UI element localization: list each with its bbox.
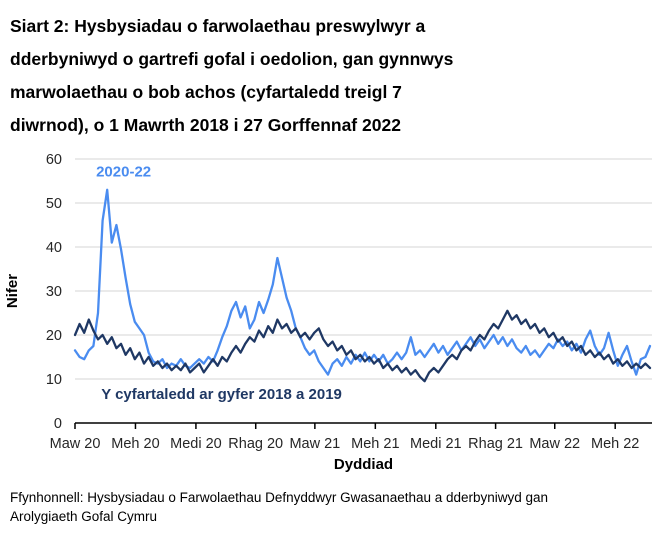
series-line-2020-22 (73, 188, 652, 376)
y-tick-label: 60 (46, 152, 62, 168)
y-tick-label: 30 (46, 284, 62, 300)
chart-title: Siart 2: Hysbysiadau o farwolaethau pres… (0, 0, 670, 142)
y-tick-label: 50 (46, 196, 62, 212)
y-tick-label: 20 (46, 328, 62, 344)
x-tick-label: Meh 20 (111, 436, 159, 452)
chart-canvas: 0 10 20 30 40 50 60 Maw 20 Meh 20 Medi 20 Rhag 20 M… (0, 147, 670, 484)
y-tick-label: 40 (46, 240, 62, 256)
chart-svg: 0 10 20 30 40 50 60 Maw 20 Meh 20 Medi 20 Rhag 20 M… (4, 152, 652, 473)
y-axis-title: Nifer (4, 274, 21, 308)
x-tick-label: Rhag 21 (468, 436, 523, 452)
chart-title-line-2: dderbyniwyd o gartrefi gofal i oedolion,… (10, 49, 454, 69)
x-tick-label: Maw 20 (50, 436, 101, 452)
series-label-avg-2018-2019: Y cyfartaledd ar gyfer 2018 a 2019 (101, 386, 342, 403)
source-note-line-2: Arolygiaeth Gofal Cymru (10, 509, 158, 524)
y-tick-label: 0 (54, 416, 62, 432)
chart-title-line-1: Siart 2: Hysbysiadau o farwolaethau pres… (10, 16, 426, 36)
x-tick-label: Meh 21 (351, 436, 399, 452)
x-tick-label: Maw 21 (289, 436, 340, 452)
x-tick-label: Maw 22 (529, 436, 580, 452)
x-tick-label: Medi 20 (170, 436, 222, 452)
source-note-line-1: Ffynhonnell: Hysbysiadau o Farwolaethau … (10, 490, 549, 505)
series-line-avg-2018-2019 (73, 309, 652, 383)
x-tick-label: Medi 21 (410, 436, 462, 452)
chart-title-line-4: diwrnod), o 1 Mawrth 2018 i 27 Gorffenna… (10, 115, 401, 135)
series-label-2020-22: 2020-22 (96, 164, 151, 181)
y-tick-label: 10 (46, 372, 62, 388)
x-tick-label: Rhag 20 (228, 436, 283, 452)
x-tick-label: Meh 22 (591, 436, 639, 452)
x-axis-title: Dyddiad (334, 456, 393, 473)
source-note: Ffynhonnell: Hysbysiadau o Farwolaethau … (0, 484, 670, 526)
chart-title-line-3: marwolaethau o bob achos (cyfartaledd tr… (10, 82, 402, 102)
